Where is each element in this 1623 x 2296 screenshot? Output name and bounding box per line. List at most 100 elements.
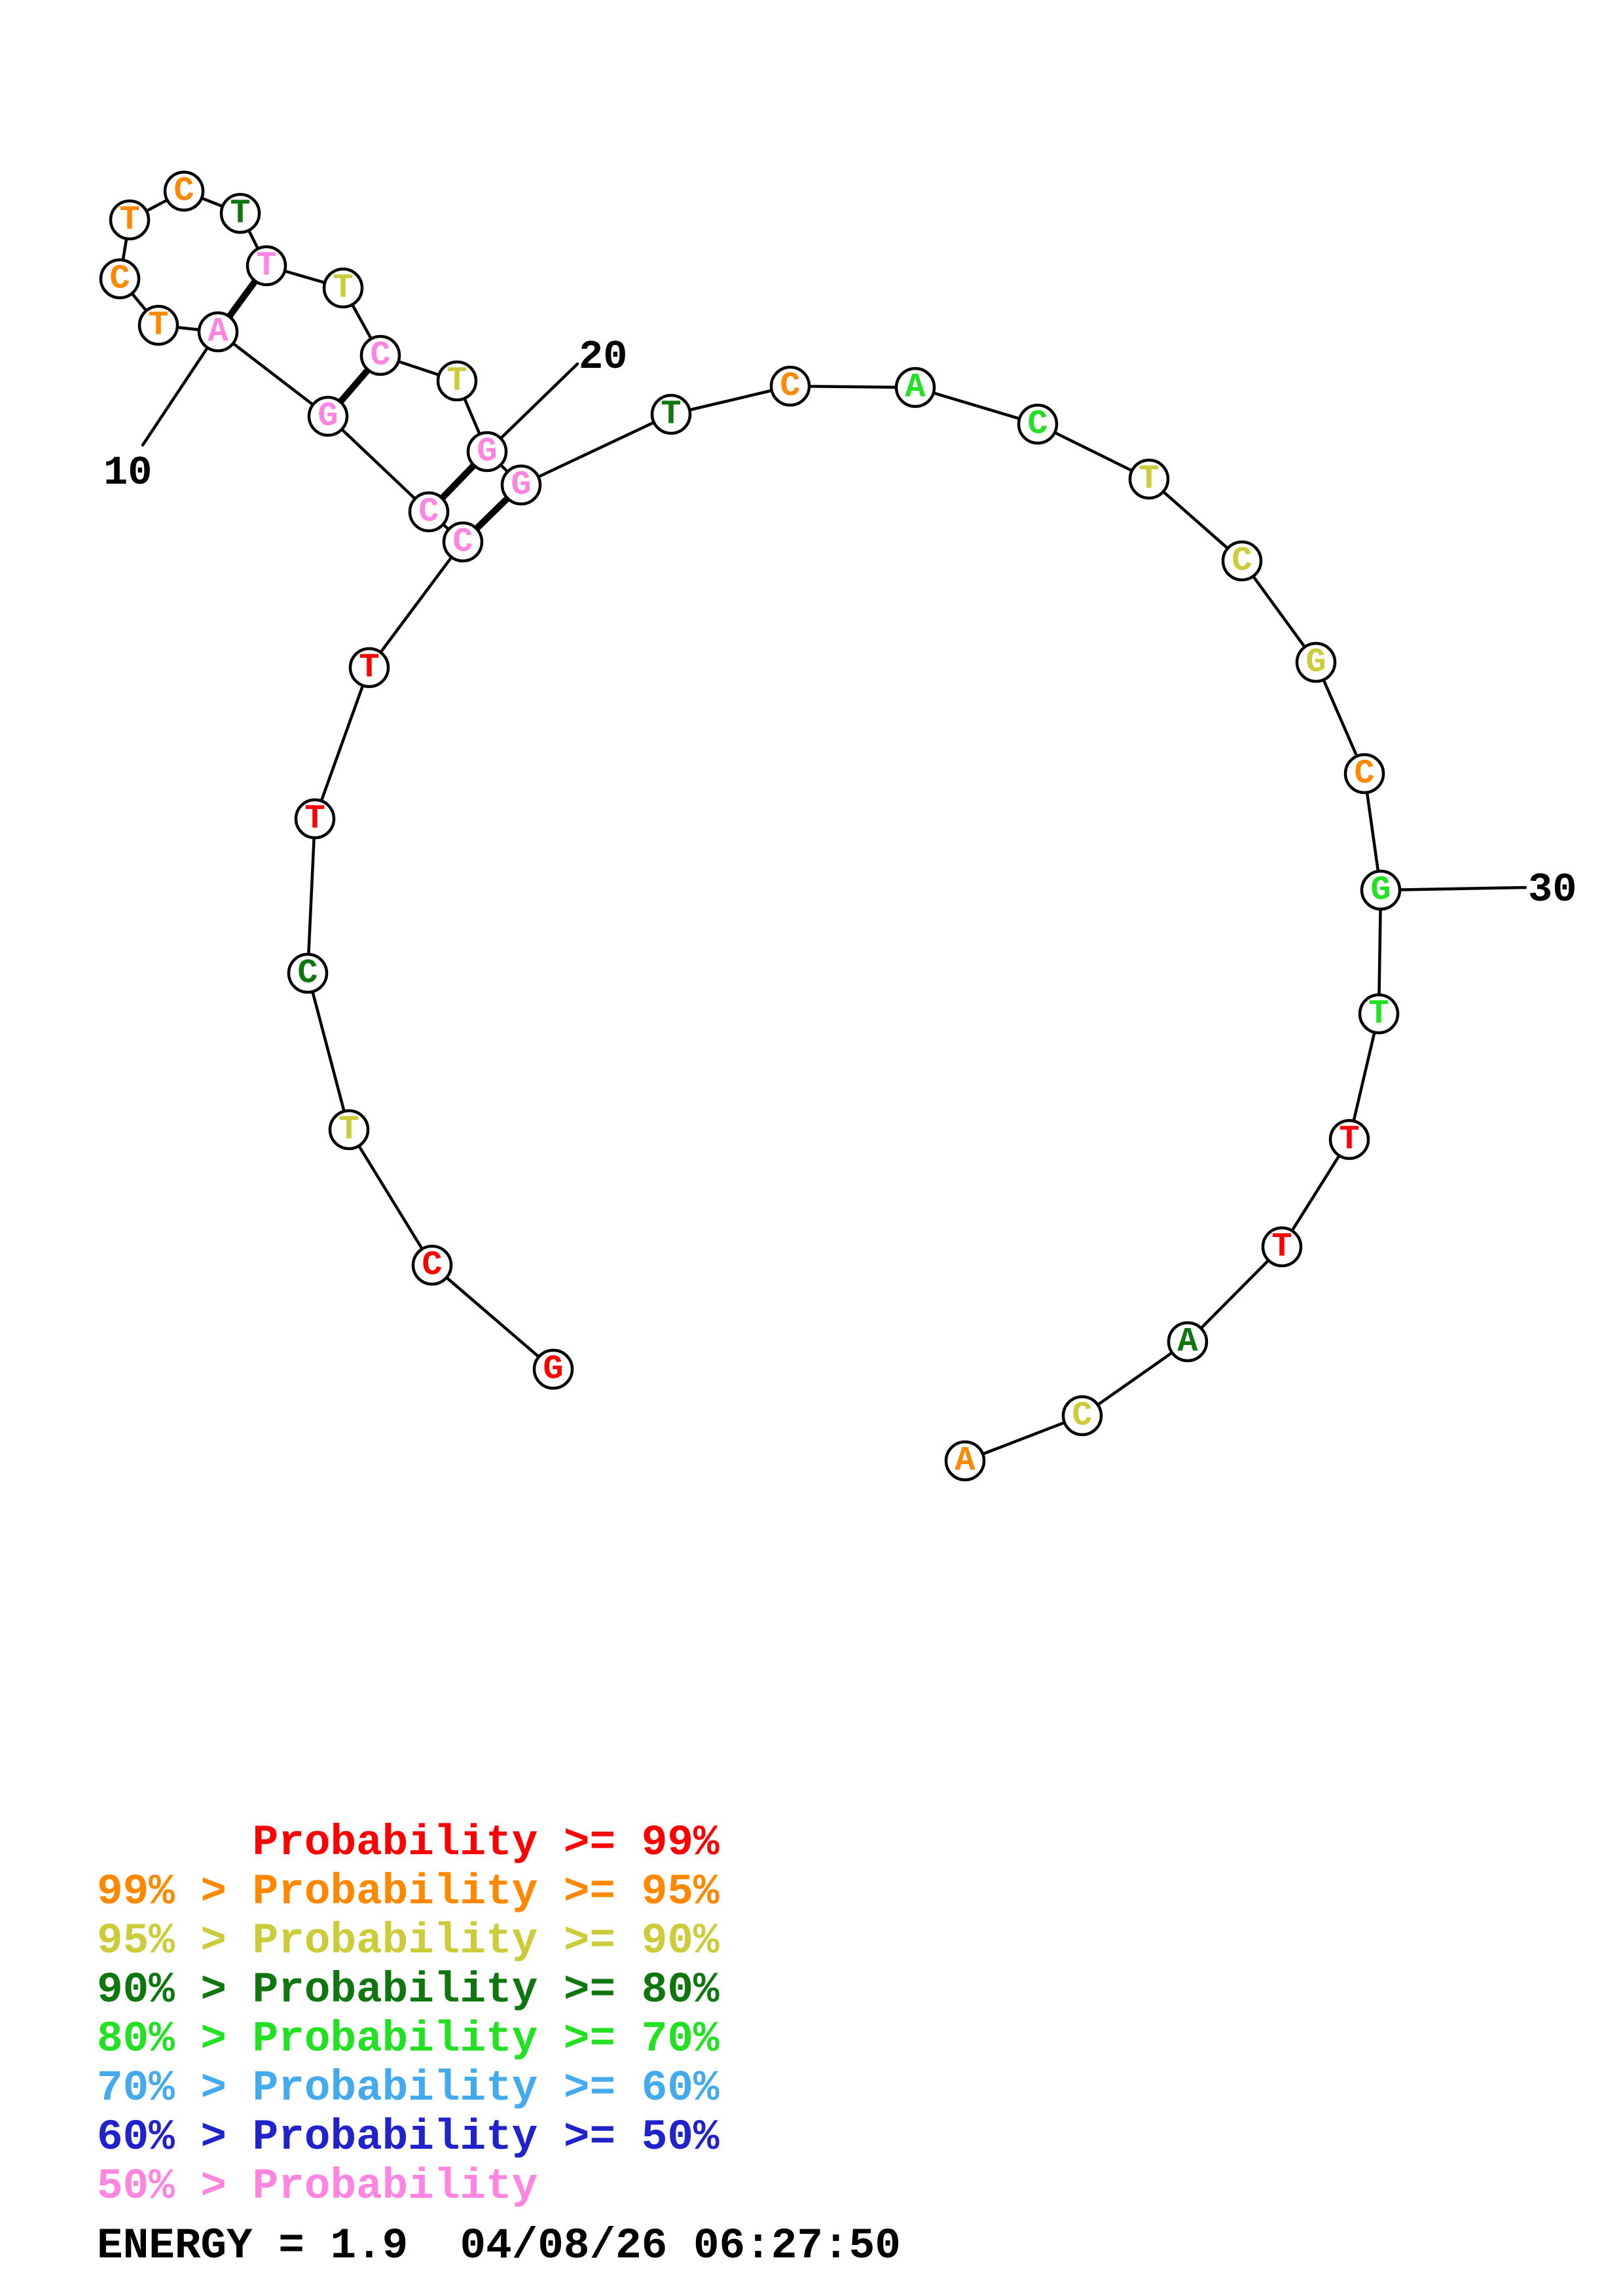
position-label: 20 [579, 334, 627, 380]
nucleotide-circle [1360, 869, 1402, 911]
nucleotide: G [1360, 869, 1402, 911]
nucleotide-circle [359, 334, 401, 376]
nucleotide: C [1343, 753, 1385, 795]
nucleotide-circle [500, 464, 542, 506]
label-connector-line [1379, 886, 1527, 892]
nucleotide-letter: C [370, 336, 390, 375]
nucleotide-letter: T [119, 201, 139, 240]
nucleotide: A [197, 311, 239, 353]
nucleotide-letter: T [230, 194, 250, 233]
backbone-bond [306, 971, 351, 1132]
legend-row: 60% > Probability >= 50% [97, 2113, 720, 2162]
probability-legend: Probability >= 99% 99% > Probability >= 9… [97, 1818, 720, 2211]
nucleotide-circle [466, 431, 508, 473]
nucleotide-letter: C [452, 523, 473, 562]
nucleotide: T [219, 192, 261, 234]
legend-row: 80% > Probability >= 70% [97, 2015, 720, 2064]
nucleotide: C [99, 258, 141, 300]
nucleotide: T [137, 304, 179, 346]
position-label: 10 [103, 450, 152, 496]
nucleotide: T [1261, 1226, 1303, 1268]
legend-row: 95% > Probability >= 90% [97, 1916, 720, 1965]
nucleotide-circle [348, 647, 390, 689]
backbone-bond [216, 330, 330, 418]
nucleotide-circle [1261, 1226, 1303, 1268]
legend-row: 90% > Probability >= 80% [97, 1965, 720, 2015]
nucleotide-circle [1017, 403, 1059, 445]
legend-row: 70% > Probability >= 60% [97, 2064, 720, 2113]
nucleotide-circle [1328, 1119, 1370, 1160]
nucleotide-circle [197, 311, 239, 353]
nucleotide-letter: C [1072, 1397, 1092, 1435]
nucleotide-circle [1343, 753, 1385, 795]
nucleotide: T [650, 393, 692, 435]
legend-row: 50% > Probability [97, 2162, 538, 2211]
nucleotide: T [294, 798, 336, 840]
nucleotide: T [1358, 993, 1400, 1035]
nucleotide-letter: T [1339, 1121, 1359, 1159]
nucleotide-letter: T [661, 395, 681, 434]
backbone-bond [367, 540, 465, 670]
nucleotide-letter: T [1368, 995, 1389, 1033]
nucleotide-letter: T [447, 362, 467, 401]
nucleotide: T [328, 1109, 370, 1151]
backbone-bond [1377, 888, 1383, 1016]
nucleotide-circle [328, 1109, 370, 1151]
nucleotide-circle [294, 798, 336, 840]
nucleotide-letter: C [173, 172, 194, 211]
nucleotide: G [500, 464, 542, 506]
nucleotide-circle [1061, 1395, 1103, 1437]
nucleotide: T [348, 647, 390, 689]
position-labels: 10 20 30 [103, 334, 1577, 913]
nucleotide-circle [1295, 641, 1337, 683]
backbone-bond [1080, 1340, 1190, 1418]
nucleotide-circle [99, 258, 141, 300]
label-connector-lines [141, 330, 1527, 892]
nucleotide: T [109, 199, 151, 241]
nucleotide: C [163, 170, 205, 212]
nucleotide-circle [408, 491, 450, 533]
nucleotide-letter: C [1027, 405, 1048, 444]
nucleotide: T [1128, 458, 1170, 500]
nucleotide: C [1061, 1395, 1103, 1437]
backbone-bond [1347, 1012, 1381, 1141]
nucleotide-letter: A [905, 368, 926, 407]
backbone-bond [1240, 559, 1318, 664]
nucleotide: A [1167, 1321, 1209, 1363]
nucleotide-letter: A [1177, 1323, 1198, 1361]
nucleotide-letter: A [955, 1442, 976, 1480]
nucleotide-circle [944, 1440, 986, 1482]
nucleotide-letter: C [780, 367, 800, 406]
nucleotide: C [1221, 540, 1263, 582]
nucleotide-circle [219, 192, 261, 234]
nucleotide: A [894, 367, 936, 408]
nucleotide: G [532, 1348, 574, 1390]
nucleotide-circle [442, 521, 484, 563]
nucleotide-letter: T [1271, 1228, 1292, 1266]
nucleotide-circle [322, 267, 364, 309]
nucleotide-letter: T [148, 306, 168, 345]
basepair-bonds [215, 264, 524, 545]
backbone-bond [326, 414, 431, 514]
backbone-bond [519, 412, 673, 487]
legend-row: Probability >= 99% [97, 1818, 720, 1867]
nucleotide-circle [532, 1348, 574, 1390]
nucleotide-circle [894, 367, 936, 408]
nucleotide-letter: C [422, 1246, 442, 1285]
nucleotide-circle [1167, 1321, 1209, 1363]
nucleotide-letter: G [543, 1350, 563, 1389]
nucleotide-letter: C [1354, 755, 1374, 793]
nucleotide-circle [307, 395, 349, 437]
legend-row: 99% > Probability >= 95% [97, 1867, 720, 1916]
nucleotide-letter: T [304, 800, 325, 838]
nucleotide: T [246, 245, 287, 287]
backbone-bond [306, 817, 317, 975]
nucleotide-circle [109, 199, 151, 241]
nucleotide-letter: T [333, 269, 353, 308]
nucleotide-letter: G [477, 433, 497, 471]
nucleotide-letter: G [1305, 643, 1326, 682]
nucleotide: G [1295, 641, 1337, 683]
nucleotide-letter: G [1370, 871, 1391, 910]
